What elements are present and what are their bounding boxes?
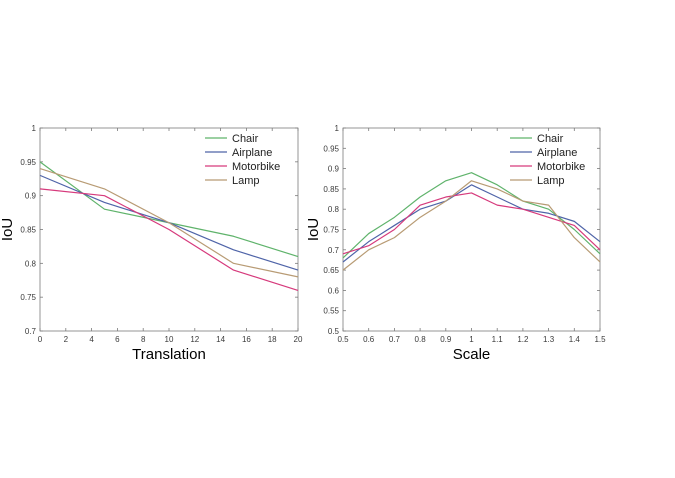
y-tick-label: 0.75 <box>20 293 36 302</box>
x-tick-label: 1 <box>469 335 474 344</box>
x-tick-label: 12 <box>190 335 199 344</box>
x-tick-label: 0.6 <box>363 335 375 344</box>
y-tick-label: 0.5 <box>328 327 340 336</box>
x-tick-label: 20 <box>294 335 303 344</box>
legend-label: Lamp <box>232 175 260 187</box>
y-tick-label: 0.9 <box>25 192 37 201</box>
y-tick-label: 0.85 <box>323 185 339 194</box>
chart-2: 0.5 0.55 0.6 0.65 0.7 0.75 0.8 0.85 0.9 0.95 1 0.5 0… <box>305 124 606 363</box>
y-tick-label: 0.55 <box>323 307 339 316</box>
x-tick-label: 18 <box>268 335 277 344</box>
y-axis-title: IoU <box>0 218 16 241</box>
series-line-motorbike <box>342 192 601 255</box>
y-tick-label: 0.6 <box>328 286 340 295</box>
legend-label: Airplane <box>232 147 272 159</box>
x-tick-label: 0 <box>38 335 43 344</box>
x-tick-label: 1.3 <box>543 335 555 344</box>
x-tick-label: 10 <box>165 335 174 344</box>
y-tick-label: 1 <box>32 124 37 133</box>
y-tick-label: 0.8 <box>328 205 340 214</box>
x-tick-label: 2 <box>64 335 69 344</box>
x-axis-title: Translation <box>132 346 206 363</box>
x-tick-label: 16 <box>242 335 251 344</box>
legend: Chair Airplane Motorbike Lamp <box>510 133 585 187</box>
series-line-lamp <box>342 180 601 271</box>
y-tick-label: 0.75 <box>323 226 339 235</box>
x-tick-label: 6 <box>115 335 120 344</box>
y-tick-label: 0.7 <box>25 327 37 336</box>
x-tick-label: 1.4 <box>569 335 581 344</box>
y-tick-label: 0.65 <box>323 266 339 275</box>
legend-label: Lamp <box>537 175 565 187</box>
y-tick-label: 0.95 <box>20 158 36 167</box>
x-tick-label: 0.5 <box>337 335 349 344</box>
legend-label: Motorbike <box>537 161 585 173</box>
x-tick-label: 0.8 <box>415 335 427 344</box>
legend-label: Airplane <box>537 147 577 159</box>
x-tick-label: 0.7 <box>389 335 401 344</box>
series-line-airplane <box>342 184 601 263</box>
series-line-motorbike <box>39 188 299 291</box>
legend-label: Chair <box>537 133 564 145</box>
legend-label: Chair <box>232 133 259 145</box>
x-tick-label: 14 <box>216 335 225 344</box>
x-tick-label: 4 <box>89 335 94 344</box>
x-tick-label: 1.1 <box>492 335 504 344</box>
legend: Chair Airplane Motorbike Lamp <box>205 133 280 187</box>
x-tick-label: 1.5 <box>594 335 606 344</box>
y-tick-label: 0.9 <box>328 165 340 174</box>
x-tick-label: 1.2 <box>517 335 529 344</box>
y-tick-label: 0.7 <box>328 246 340 255</box>
x-tick-label: 0.9 <box>440 335 452 344</box>
y-tick-label: 1 <box>335 124 340 133</box>
x-tick-label: 8 <box>141 335 146 344</box>
y-tick-label: 0.85 <box>20 226 36 235</box>
legend-label: Motorbike <box>232 161 280 173</box>
y-axis-title: IoU <box>305 218 322 241</box>
x-axis-title: Scale <box>453 346 491 363</box>
series-line-lamp <box>39 168 299 278</box>
y-tick-label: 0.95 <box>323 144 339 153</box>
y-tick-label: 0.8 <box>25 259 37 268</box>
